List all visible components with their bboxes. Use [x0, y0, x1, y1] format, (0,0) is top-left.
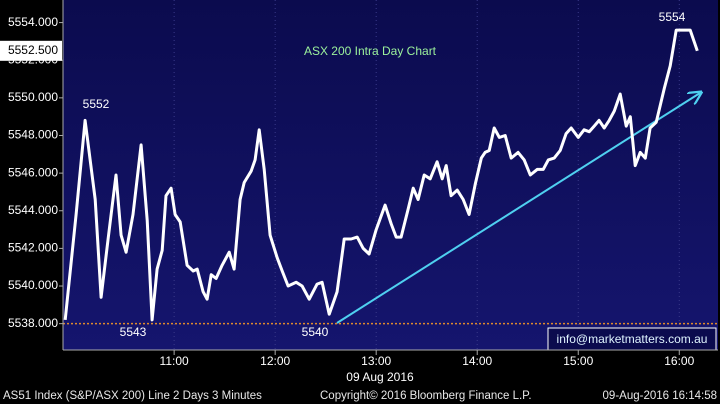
x-tick-label: 15:00 [563, 354, 593, 368]
x-tick-label: 14:00 [462, 354, 492, 368]
y-tick-label: 5544.000 [8, 203, 58, 217]
x-tick-label: 13:00 [361, 354, 391, 368]
y-tick-label: 5546.000 [8, 165, 58, 179]
trend-arrow [336, 93, 700, 324]
plot-area [63, 0, 718, 350]
y-tick-label: 5542.000 [8, 241, 58, 255]
x-tick-label: 12:00 [260, 354, 290, 368]
chart-title: ASX 200 Intra Day Chart [304, 44, 437, 58]
footer-left: AS51 Index (S&P/ASX 200) Line 2 Days 3 M… [3, 390, 262, 402]
annotation: 5554 [659, 10, 686, 24]
footer-right: 09-Aug-2016 16:14:58 [603, 390, 717, 402]
watermark: info@marketmatters.com.au [557, 332, 708, 346]
x-axis-label: 09 Aug 2016 [346, 370, 414, 384]
last-price-label: 5552.500 [8, 43, 58, 57]
footer-center: Copyright© 2016 Bloomberg Finance L.P. [320, 390, 532, 402]
y-tick-label: 5540.000 [8, 278, 58, 292]
x-tick-label: 16:00 [664, 354, 694, 368]
y-tick-label: 5550.000 [8, 90, 58, 104]
last-price-box [0, 40, 62, 61]
y-tick-label: 5548.000 [8, 128, 58, 142]
x-tick-label: 11:00 [160, 354, 189, 368]
annotation: 5552 [83, 97, 110, 111]
y-tick-label: 5554.000 [8, 15, 58, 29]
annotation: 5540 [302, 325, 329, 339]
y-tick-label: 5538.000 [8, 316, 58, 330]
plot [63, 28, 718, 325]
annotation: 5543 [120, 325, 147, 339]
price-line [63, 28, 699, 322]
